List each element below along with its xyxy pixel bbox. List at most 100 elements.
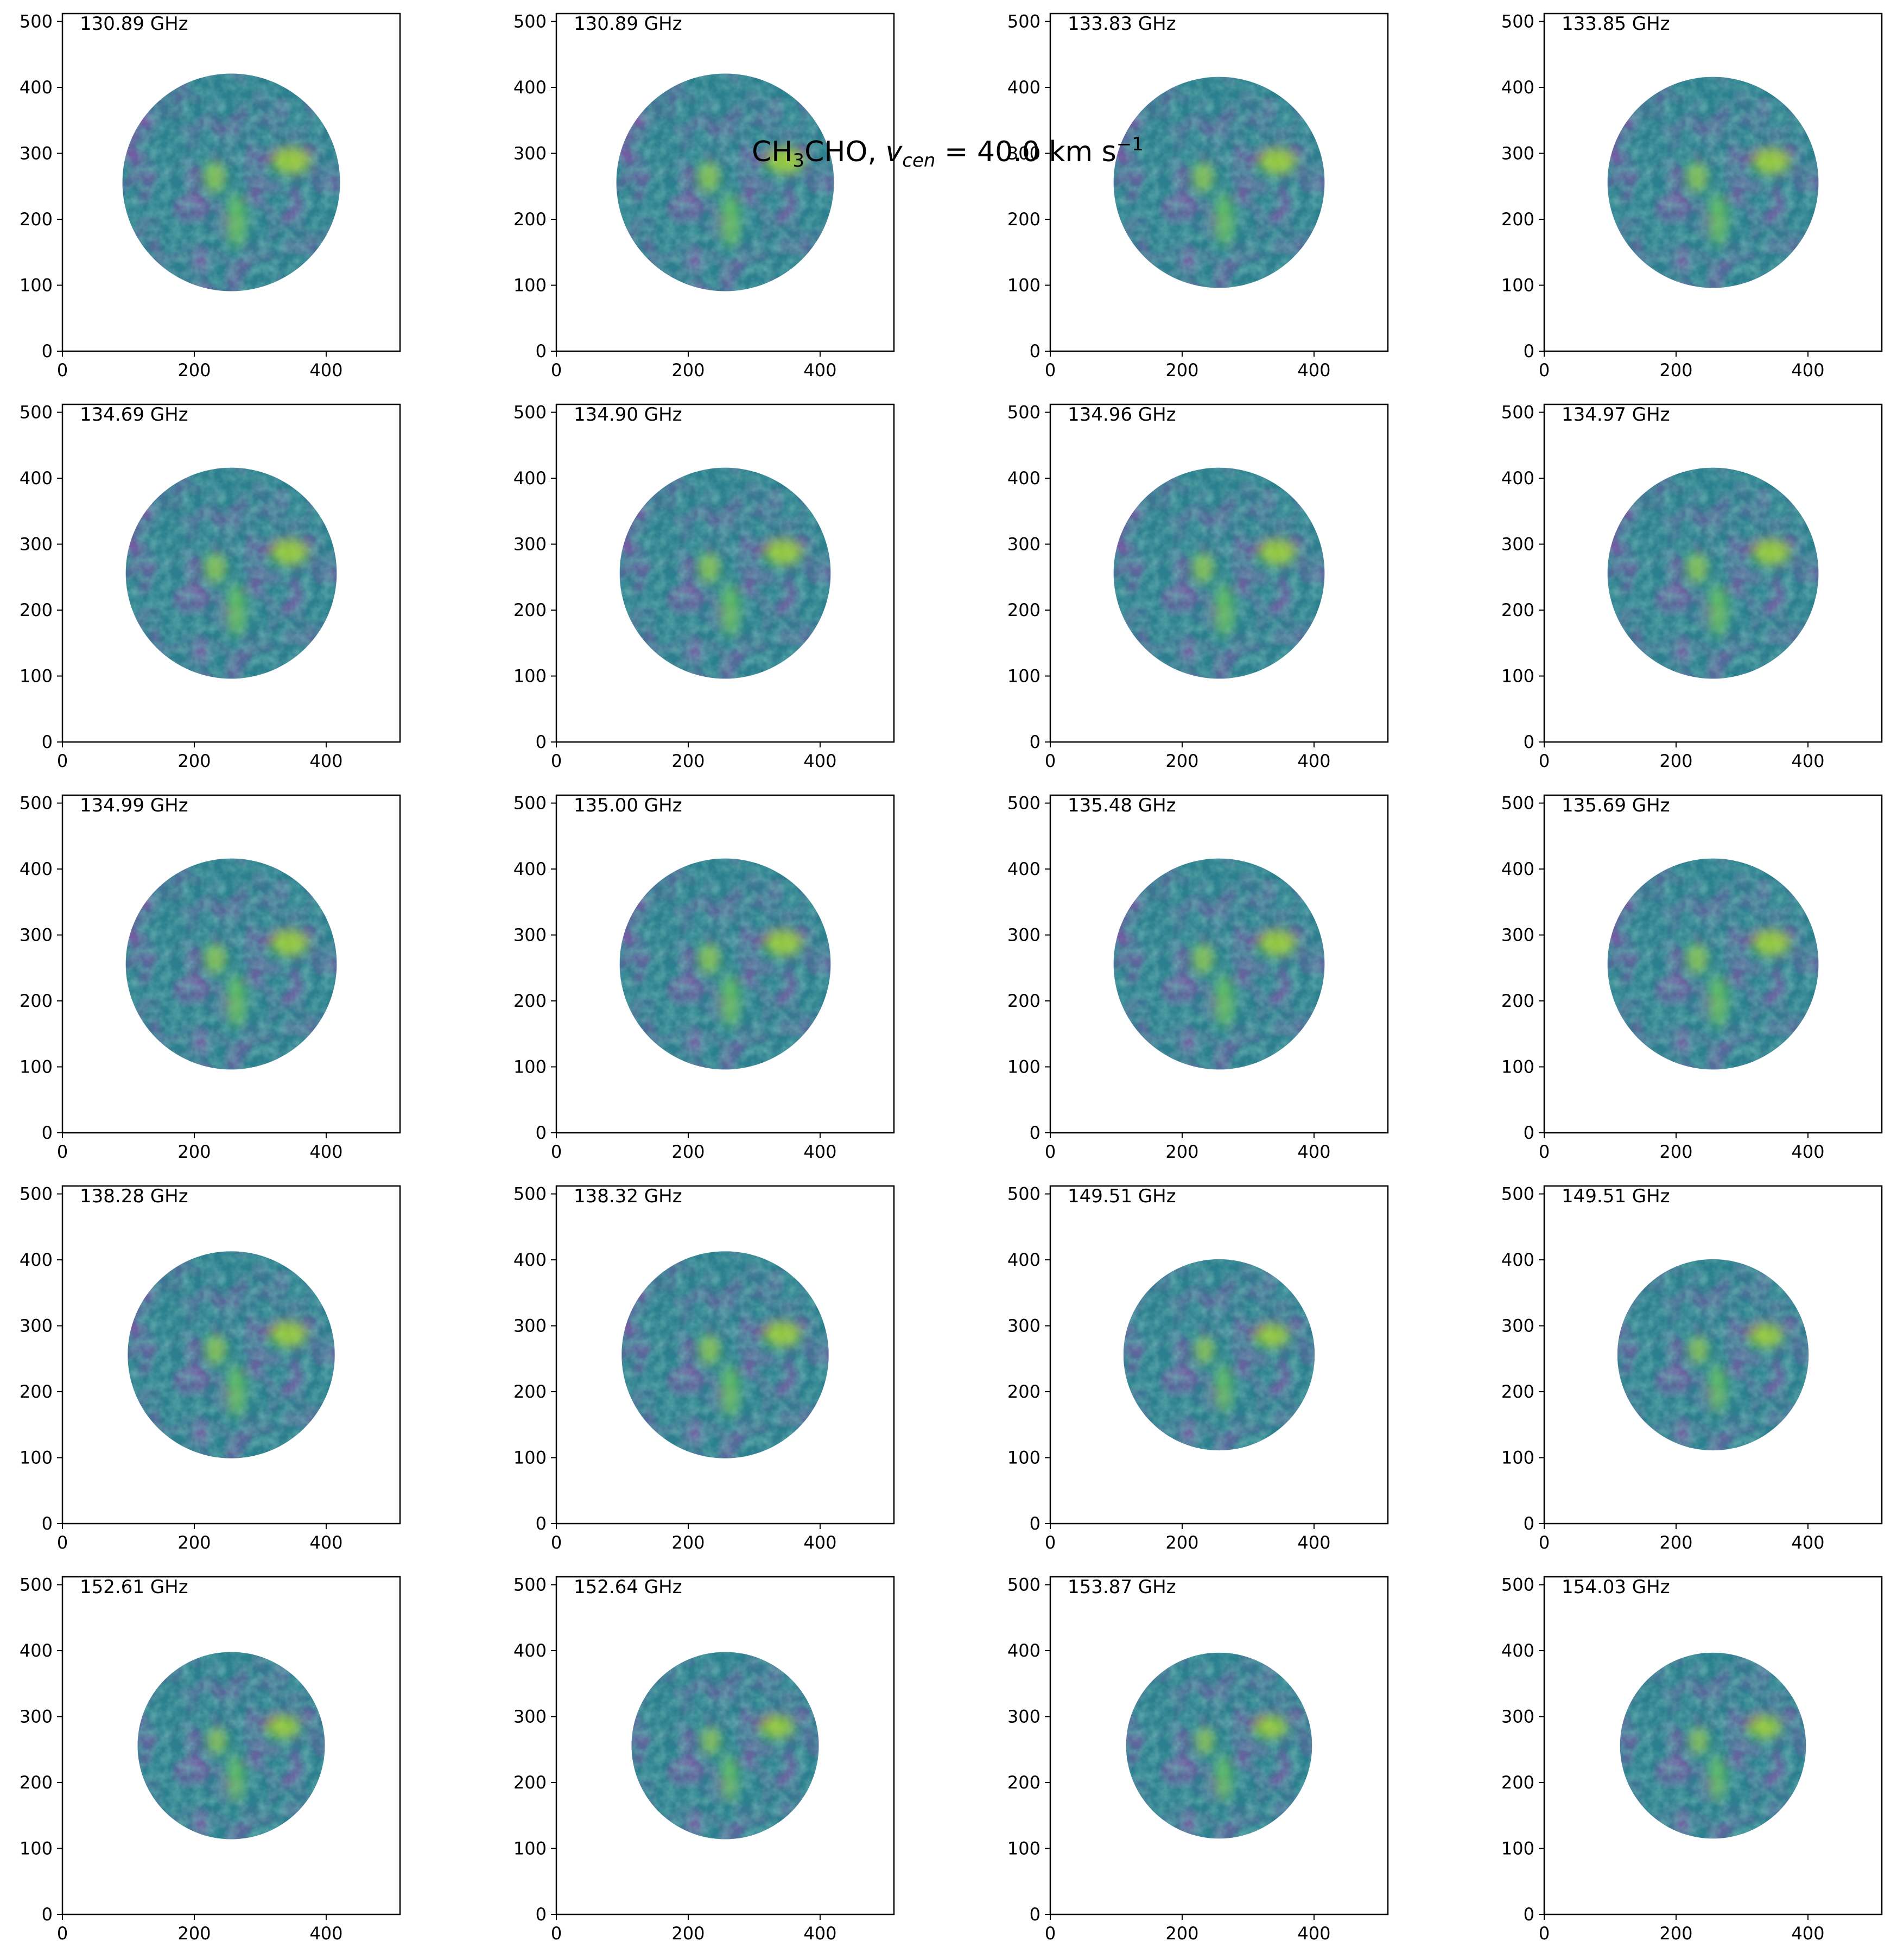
emission-blob xyxy=(721,1365,740,1417)
panel: 0 200 400 0 100 200 300 400 500 149.51 GHz xyxy=(1007,1184,1389,1553)
emission-blob xyxy=(697,161,720,193)
emission-blob xyxy=(1215,974,1234,1027)
emission-blob xyxy=(265,1715,300,1739)
map-texture xyxy=(122,73,340,291)
map-texture xyxy=(125,467,337,679)
bright-emission xyxy=(207,1715,300,1802)
axes-frame xyxy=(61,12,401,352)
y-tick-label: 100 xyxy=(1007,1057,1041,1077)
y-tick-label: 300 xyxy=(513,925,547,946)
x-tick-label: 0 xyxy=(1045,1141,1056,1162)
y-tick-label: 500 xyxy=(1501,1575,1534,1595)
y-tick-label: 200 xyxy=(1007,1381,1041,1402)
emission-blob xyxy=(764,930,802,956)
intensity-map xyxy=(1126,1652,1312,1839)
y-tick-label: 500 xyxy=(20,1575,53,1595)
emission-blob xyxy=(204,161,226,193)
y-tick-label: 100 xyxy=(20,666,53,687)
emission-blob xyxy=(1196,1728,1215,1754)
emission-blob xyxy=(1258,539,1296,565)
y-tick-label: 500 xyxy=(20,1184,53,1204)
panel: 0 200 400 0 100 200 300 400 500 149.51 GHz xyxy=(1501,1184,1883,1553)
y-tick-label: 0 xyxy=(536,341,547,361)
emission-blob xyxy=(721,974,740,1027)
emission-blob xyxy=(699,944,720,974)
y-tick-label: 0 xyxy=(42,341,53,361)
map-texture xyxy=(128,1251,335,1458)
y-tick-label: 100 xyxy=(513,275,547,296)
intensity-map xyxy=(1620,1652,1806,1839)
y-tick-label: 300 xyxy=(20,1316,53,1336)
map-texture xyxy=(621,1251,829,1458)
y-tick-label: 300 xyxy=(20,143,53,164)
y-tick-label: 200 xyxy=(1501,1381,1534,1402)
bright-emission xyxy=(1192,539,1296,637)
y-tick-label: 0 xyxy=(536,1513,547,1534)
axes-frame xyxy=(61,1185,401,1525)
x-tick-label: 0 xyxy=(551,1141,562,1162)
y-tick-label: 400 xyxy=(1501,468,1534,489)
y-tick-label: 400 xyxy=(1007,859,1041,879)
y-tick-label: 500 xyxy=(20,793,53,814)
axes-frame xyxy=(1543,403,1883,743)
y-tick-label: 100 xyxy=(513,1448,547,1468)
axes-frame xyxy=(61,403,401,743)
y-tick-label: 100 xyxy=(1501,1057,1534,1077)
map-texture xyxy=(1123,1259,1315,1451)
intensity-map xyxy=(616,73,834,291)
y-tick-label: 100 xyxy=(1501,1838,1534,1859)
bright-emission xyxy=(1686,539,1790,637)
bright-emission xyxy=(1690,1716,1781,1802)
x-tick-label: 400 xyxy=(309,1532,342,1553)
bright-emission xyxy=(699,539,802,637)
intensity-map xyxy=(1607,858,1819,1070)
x-tick-label: 400 xyxy=(309,1923,342,1944)
map-texture xyxy=(619,467,831,679)
y-tick-label: 400 xyxy=(1007,1640,1041,1661)
panel: 0 200 400 0 100 200 300 400 500 138.28 GHz xyxy=(20,1184,401,1553)
x-tick-label: 200 xyxy=(177,1141,211,1162)
x-tick-label: 200 xyxy=(177,1532,211,1553)
map-texture xyxy=(125,858,337,1070)
emission-blob xyxy=(759,1715,794,1739)
map-texture xyxy=(1113,77,1325,288)
y-tick-label: 100 xyxy=(1007,275,1041,296)
y-tick-label: 0 xyxy=(1524,1513,1534,1534)
y-tick-label: 500 xyxy=(513,793,547,814)
emission-blob xyxy=(721,583,740,637)
panel: 0 200 400 0 100 200 300 400 500 134.69 GHz xyxy=(20,402,401,771)
emission-blob xyxy=(227,1755,245,1802)
y-tick-label: 0 xyxy=(1524,341,1534,361)
panel-frequency-label: 134.96 GHz xyxy=(1068,404,1176,426)
x-tick-label: 0 xyxy=(1539,1141,1550,1162)
emission-blob xyxy=(1752,539,1790,565)
x-tick-label: 400 xyxy=(803,1141,836,1162)
y-tick-label: 100 xyxy=(1501,666,1534,687)
axes-frame xyxy=(1049,794,1389,1134)
x-tick-label: 0 xyxy=(1539,1532,1550,1553)
y-tick-label: 300 xyxy=(20,925,53,946)
y-tick-label: 400 xyxy=(1007,77,1041,98)
bright-emission xyxy=(1192,148,1296,246)
emission-blob xyxy=(205,1335,226,1365)
y-tick-label: 300 xyxy=(1007,1316,1041,1336)
y-tick-label: 400 xyxy=(1007,1249,1041,1270)
emission-blob xyxy=(1254,1324,1289,1347)
intensity-map xyxy=(125,858,337,1070)
bright-emission xyxy=(205,539,308,637)
emission-blob xyxy=(270,539,308,565)
x-tick-label: 200 xyxy=(1659,1141,1692,1162)
emission-blob xyxy=(1709,974,1728,1027)
intensity-map xyxy=(1113,858,1325,1070)
panel: 0 200 400 0 100 200 300 400 500 135.48 GHz xyxy=(1007,793,1389,1162)
panel-frequency-label: 149.51 GHz xyxy=(1068,1185,1176,1207)
bright-emission xyxy=(1196,1716,1287,1802)
emission-blob xyxy=(701,1728,721,1754)
y-tick-label: 400 xyxy=(20,859,53,879)
panel-frequency-label: 149.51 GHz xyxy=(1562,1185,1670,1207)
emission-blob xyxy=(764,539,802,565)
axes-frame xyxy=(1049,1576,1389,1915)
y-tick-label: 200 xyxy=(513,600,547,620)
bright-emission xyxy=(701,1715,794,1802)
